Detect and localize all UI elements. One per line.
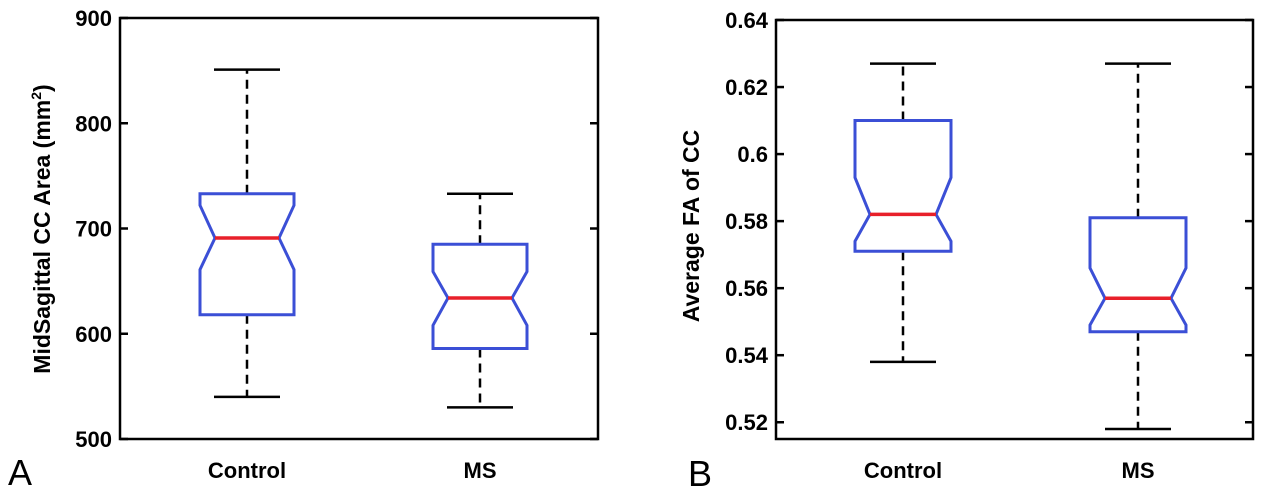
y-tick-label: 900 — [75, 6, 112, 31]
y-tick-label: 800 — [75, 111, 112, 136]
x-tick-label: Control — [864, 458, 942, 483]
notched-box — [853, 119, 953, 253]
y-axis-label-main: MidSagittal CC Area (mm — [29, 100, 55, 374]
y-axis-label-superscript: 2 — [28, 92, 44, 100]
y-axis-label-close: ) — [29, 84, 55, 92]
x-tick-label: Control — [208, 458, 286, 483]
y-tick-label: 0.52 — [725, 410, 768, 435]
y-axis-label: Average FA of CC — [678, 130, 704, 323]
y-tick-label: 0.6 — [737, 142, 768, 167]
y-tick-label: 0.62 — [725, 75, 768, 100]
y-tick-label: 600 — [75, 322, 112, 347]
y-tick-label: 700 — [75, 217, 112, 242]
y-tick-label: 0.54 — [725, 343, 769, 368]
panel-b: 0.52 0.54 0.56 0.58 0.6 0.62 0.64 Average FA of… — [678, 8, 1255, 494]
notched-box — [198, 192, 296, 317]
panel-a: 500 600 700 800 900 MidSagittal CC Area (mm2)… — [8, 6, 600, 493]
plot-frame — [118, 16, 600, 441]
notched-box — [1088, 216, 1188, 334]
y-axis-label: MidSagittal CC Area (mm2) — [28, 84, 55, 373]
y-axis-label-main: Average FA of CC — [678, 130, 704, 323]
panel-label: B — [688, 453, 712, 494]
plot-frame — [774, 18, 1255, 441]
y-tick-label: 500 — [75, 427, 112, 452]
panel-label: A — [8, 452, 32, 493]
y-tick-label: 0.56 — [725, 276, 768, 301]
x-tick-label: MS — [1122, 458, 1155, 483]
y-tick-label: 0.64 — [725, 8, 769, 33]
x-tick-label: MS — [464, 458, 497, 483]
y-tick-label: 0.58 — [725, 209, 768, 234]
